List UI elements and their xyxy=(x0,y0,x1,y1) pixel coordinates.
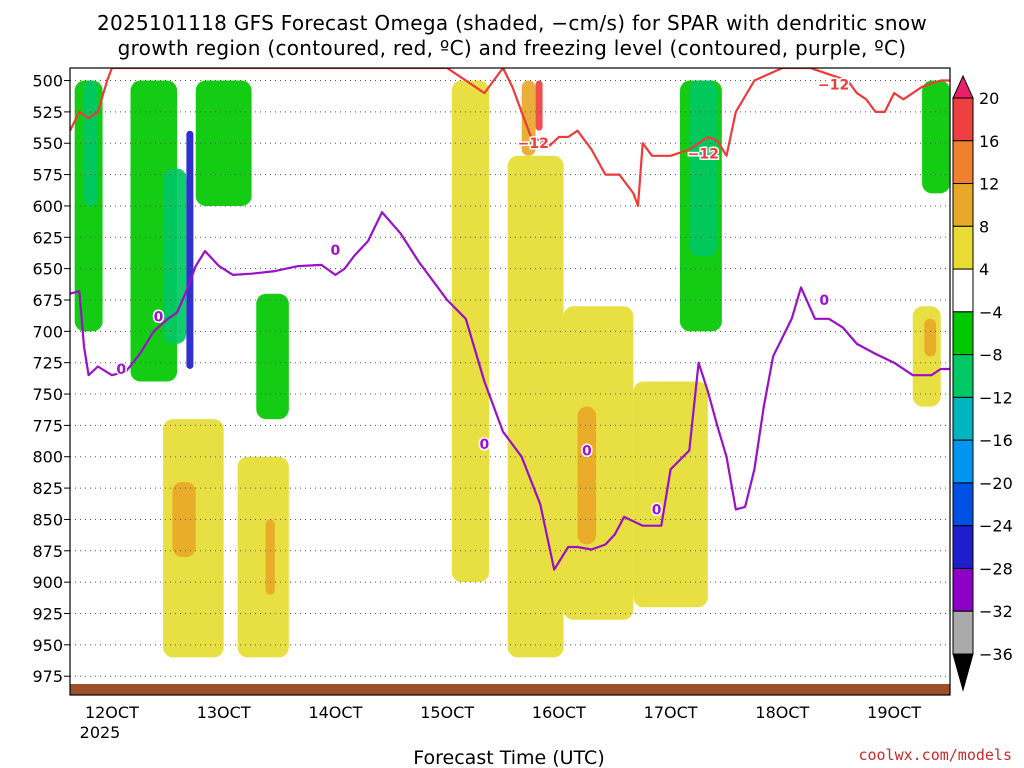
dgz-contour xyxy=(70,68,950,207)
y-tick-label: 725 xyxy=(32,354,63,373)
x-axis-title: Forecast Time (UTC) xyxy=(413,747,604,768)
y-tick-label: 650 xyxy=(32,260,63,279)
y-tick-label: 850 xyxy=(32,510,63,529)
freezing-level-contour-label: 0 xyxy=(480,437,490,453)
y-tick-label: 600 xyxy=(32,197,63,216)
colorbar-label: 20 xyxy=(979,89,999,108)
colorbar-label: 4 xyxy=(979,260,989,279)
dgz-contour-label: −12 xyxy=(518,136,549,152)
colorbar-label: −28 xyxy=(979,559,1013,578)
y-tick-label: 675 xyxy=(32,291,63,310)
omega-region-6 xyxy=(256,293,289,420)
x-tick-label: 17OCT xyxy=(644,703,698,722)
freezing-level-contour-label: 0 xyxy=(582,443,592,459)
contour-lines: 0 0 0 0 0 0 0 −12 −12 −12 xyxy=(70,68,950,571)
x-axis-year-label: 2025 xyxy=(80,723,121,742)
y-tick-label: 575 xyxy=(32,166,63,185)
omega-region-21 xyxy=(265,519,275,595)
y-tick-label: 550 xyxy=(32,134,63,153)
x-axis: 12OCT 13OCT 14OCT 15OCT 16OCT 17OCT 18OCT 19OCT xyxy=(85,703,921,722)
freezing-level-contour-label: 0 xyxy=(154,309,164,325)
x-tick-label: 12OCT xyxy=(85,703,139,722)
colorbar-label: 8 xyxy=(979,217,989,236)
colorbar-swatch xyxy=(952,268,974,313)
colorbar-swatch xyxy=(952,482,974,527)
y-axis: 500 525 550 575 600 625 650 675 700 725 750 775 800 8… xyxy=(32,72,70,686)
plot-frame xyxy=(69,67,951,696)
x-tick-label: 13OCT xyxy=(197,703,251,722)
colorbar-swatch xyxy=(952,225,974,270)
omega-region-13 xyxy=(535,80,543,131)
colorbar-swatch xyxy=(952,140,974,185)
colorbar-label: −20 xyxy=(979,474,1013,493)
colorbar-label: 16 xyxy=(979,132,999,151)
y-tick-label: 700 xyxy=(32,322,63,341)
grid-lines xyxy=(70,80,950,677)
omega-region-14 xyxy=(507,155,564,658)
x-tick-label: 14OCT xyxy=(308,703,362,722)
omega-region-17 xyxy=(633,381,708,608)
omega-region-9 xyxy=(922,80,950,194)
omega-region-10 xyxy=(195,80,252,206)
omega-region-23 xyxy=(924,318,937,357)
colorbar-label: −8 xyxy=(979,346,1003,365)
freezing-level-contour-label: 0 xyxy=(819,293,829,309)
colorbar-swatch xyxy=(952,396,974,441)
x-tick-label: 19OCT xyxy=(867,703,921,722)
y-tick-label: 900 xyxy=(32,573,63,592)
omega-region-15 xyxy=(563,306,634,620)
colorbar-label: −16 xyxy=(979,431,1013,450)
y-tick-label: 975 xyxy=(32,667,63,686)
y-tick-label: 800 xyxy=(32,448,63,467)
x-tick-label: 16OCT xyxy=(532,703,586,722)
y-tick-label: 525 xyxy=(32,103,63,122)
colorbar-bottom-arrow xyxy=(952,653,974,692)
colorbar-label: −36 xyxy=(979,645,1013,664)
colorbar-label: −32 xyxy=(979,602,1013,621)
x-tick-label: 15OCT xyxy=(420,703,474,722)
dgz-contour-label: −12 xyxy=(688,146,719,162)
credit-link[interactable]: coolwx.com/models xyxy=(858,746,1012,764)
colorbar-swatch xyxy=(952,610,974,655)
colorbar-swatch xyxy=(952,354,974,398)
y-tick-label: 825 xyxy=(32,479,63,498)
omega-region-16 xyxy=(577,406,597,545)
chart-title-line-1: 2025101118 GFS Forecast Omega (shaded, −… xyxy=(97,11,927,35)
colorbar-label: −12 xyxy=(979,388,1013,407)
freezing-level-contour-label: 0 xyxy=(652,502,662,518)
colorbar-swatch xyxy=(952,183,974,227)
y-tick-label: 625 xyxy=(32,228,63,247)
colorbar-swatch xyxy=(952,525,974,569)
freezing-level-contour xyxy=(70,211,950,571)
omega-region-4 xyxy=(163,168,187,344)
chart-title-line-2: growth region (contoured, red, ºC) and f… xyxy=(118,36,907,60)
y-tick-label: 500 xyxy=(32,72,63,91)
omega-region-5 xyxy=(186,130,194,369)
y-tick-label: 775 xyxy=(32,416,63,435)
x-tick-label: 18OCT xyxy=(755,703,809,722)
colorbar: 20 16 12 8 4 −4 −8 −12 −16 −20 −24 −28 −32 −36 xyxy=(952,74,1013,692)
y-tick-label: 950 xyxy=(32,636,63,655)
colorbar-label: −4 xyxy=(979,303,1003,322)
freezing-level-contour-label: 0 xyxy=(331,243,341,259)
colorbar-swatch xyxy=(952,439,974,484)
colorbar-swatch xyxy=(952,97,974,142)
colorbar-label: 12 xyxy=(979,175,999,194)
colorbar-swatch xyxy=(952,567,974,612)
dgz-contour-label: −12 xyxy=(818,77,849,93)
colorbar-label: −24 xyxy=(979,517,1013,536)
y-tick-label: 925 xyxy=(32,604,63,623)
omega-region-8 xyxy=(689,80,718,257)
y-tick-label: 875 xyxy=(32,542,63,561)
omega-region-20 xyxy=(237,456,289,658)
ground-surface xyxy=(70,684,950,695)
omega-region-19 xyxy=(172,481,196,558)
y-tick-label: 750 xyxy=(32,385,63,404)
colorbar-swatch xyxy=(952,311,974,356)
freezing-level-contour-label: 0 xyxy=(116,362,126,378)
colorbar-top-arrow xyxy=(952,74,974,99)
